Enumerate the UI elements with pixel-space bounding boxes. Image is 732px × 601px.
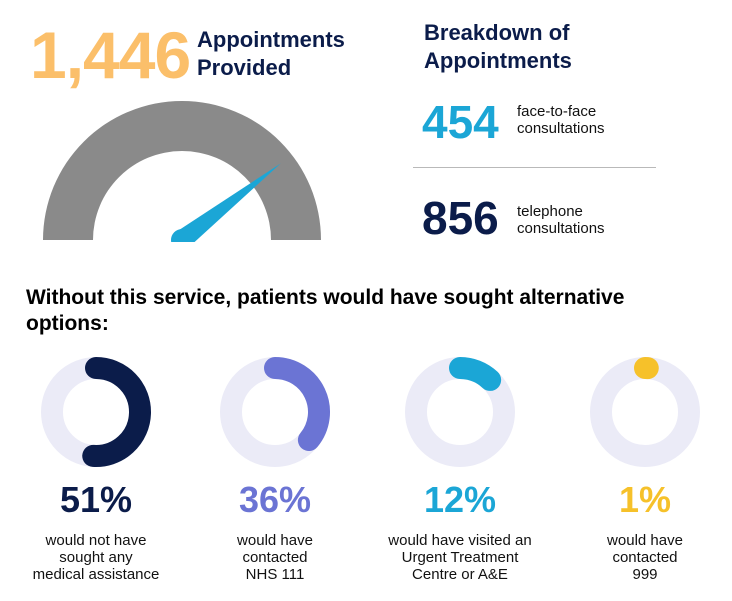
breakdown-title-line1: Breakdown of [424, 20, 570, 45]
percent-urgent-treatment: 12% [423, 479, 497, 520]
total-appointments-label: Appointments Provided [197, 26, 345, 82]
breakdown-divider [413, 167, 656, 168]
donut-arc [449, 357, 502, 391]
label-line: would have visited an [388, 532, 532, 549]
donut-arc [82, 357, 151, 467]
percent-nhs-111: 36% [238, 479, 312, 520]
donut-urgent-treatment [405, 357, 515, 467]
face-to-face-label: face-to-face consultations [517, 103, 605, 137]
total-label-line2: Provided [197, 55, 292, 80]
label-line: 999 [632, 566, 658, 583]
label-line: NHS 111 [245, 566, 305, 583]
label-line: would have [607, 532, 683, 549]
telephone-value: 856 [422, 192, 499, 244]
label-line: sought any [59, 549, 133, 566]
label-line: contacted [612, 549, 678, 566]
alternatives-title-line1: Without this service, patients would hav… [26, 286, 625, 309]
alternatives-title-line2: options: [26, 312, 109, 335]
label-line: contacted [242, 549, 308, 566]
percent-no-assistance: 51% [59, 479, 133, 520]
label-urgent-treatment: would have visited an Urgent Treatment C… [375, 532, 545, 583]
total-label-line1: Appointments [197, 27, 345, 52]
label-no-assistance: would not have sought any medical assist… [11, 532, 181, 583]
telephone-label-line2: consultations [517, 220, 605, 237]
donut-no-assistance [41, 357, 151, 467]
label-line: would have [237, 532, 313, 549]
gauge-track [43, 101, 321, 240]
face-to-face-label-line1: face-to-face [517, 103, 597, 120]
donut-track [590, 357, 700, 467]
breakdown-title-line2: Appointments [424, 48, 572, 73]
donut-arc [264, 357, 330, 452]
gauge-needle [175, 163, 281, 242]
label-nhs-111: would have contacted NHS 111 [190, 532, 360, 583]
alternatives-title: Without this service, patients would hav… [26, 285, 624, 337]
label-line: Centre or A&E [412, 566, 508, 583]
appointments-gauge [43, 101, 321, 242]
label-line: medical assistance [32, 566, 160, 583]
donut-nhs-111 [220, 357, 330, 467]
gauge-needle-hub [171, 229, 193, 242]
breakdown-title: Breakdown of Appointments [424, 19, 572, 75]
percent-999: 1% [618, 479, 672, 520]
telephone-label-line1: telephone [517, 203, 583, 220]
total-appointments-value: 1,446 [30, 18, 191, 92]
label-line: Urgent Treatment [401, 549, 519, 566]
donut-999 [590, 357, 700, 467]
label-line: would not have [45, 532, 147, 549]
face-to-face-value: 454 [422, 96, 499, 148]
face-to-face-label-line2: consultations [517, 120, 605, 137]
telephone-label: telephone consultations [517, 203, 605, 237]
label-999: would have contacted 999 [560, 532, 730, 583]
